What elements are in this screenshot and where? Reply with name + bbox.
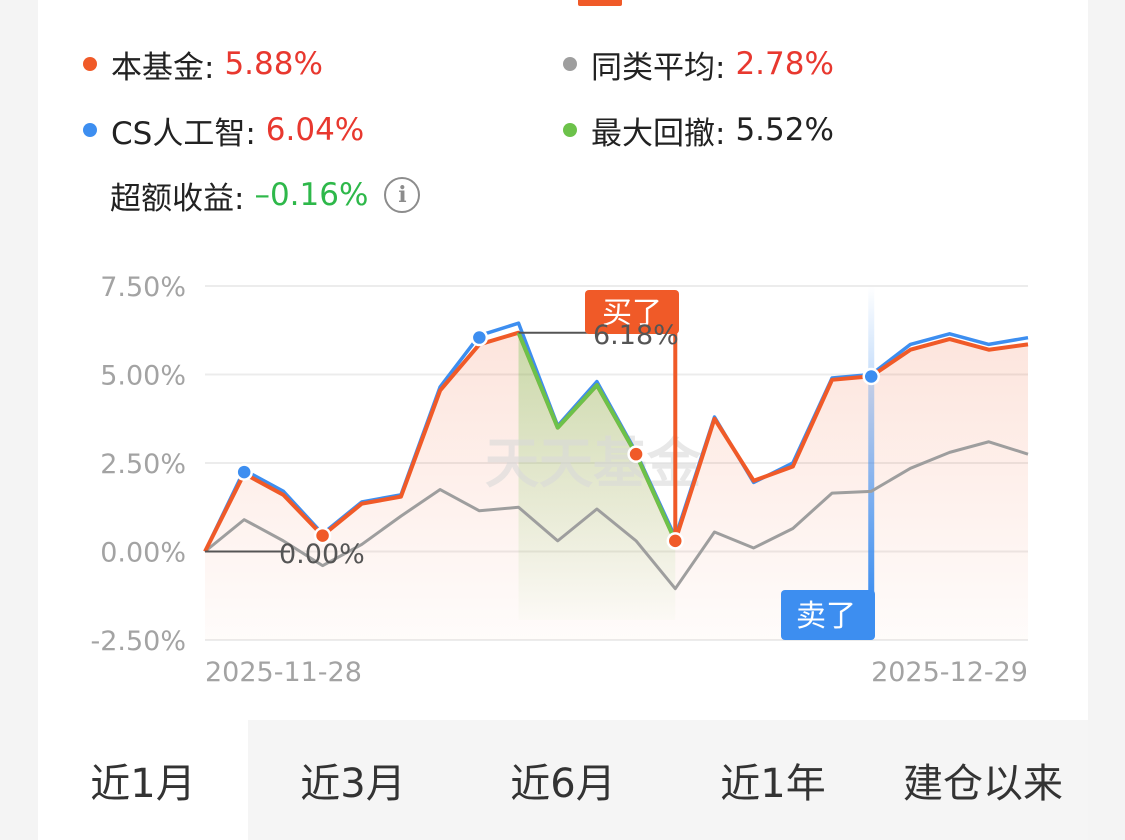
legend-peer-label: 同类平均: (591, 49, 726, 86)
legend-max-drawdown: 最大回撤: 5.52% (563, 110, 834, 152)
peak-value-label: 6.18% (593, 320, 679, 351)
y-tick-label: 7.50% (100, 272, 186, 303)
legend-fund: 本基金: 5.88% (83, 44, 323, 86)
performance-chart[interactable]: 天天基金 买了6.18%0.00%卖了 7.50% 5.00% 2.50% 0.00%… (0, 0, 1125, 720)
legend-drawdown-label: 最大回撤: (591, 115, 726, 152)
line-layer (203, 321, 1029, 591)
tab-since-inception[interactable]: 建仓以来 (878, 720, 1088, 840)
index-dot-icon (83, 123, 97, 137)
peer-average-line (204, 440, 1029, 591)
tab-1-month[interactable]: 近1月 (38, 720, 248, 840)
y-tick-label: -2.50% (90, 626, 186, 657)
y-tick-label: 0.00% (100, 538, 186, 569)
period-tabs: 近1月 近3月 近6月 近1年 建仓以来 (38, 720, 1088, 840)
legend-excess-value: –0.16% (254, 177, 369, 213)
legend-drawdown-value: 5.52% (735, 112, 834, 148)
marker-layer: 买了6.18%0.00%卖了 (205, 290, 880, 640)
buy-badge-text: 买了 (602, 296, 662, 331)
fund-dot-icon (83, 57, 97, 71)
legend-excess: 超额收益: –0.16% i (110, 175, 421, 217)
legend-index: CS人工智: 6.04% (83, 110, 365, 152)
index-trade-point (862, 367, 880, 386)
fund-trade-point (313, 526, 332, 545)
sell-badge (781, 590, 875, 640)
legend-index-label: CS人工智: (111, 115, 256, 152)
fund-trade-point (627, 445, 645, 463)
y-tick-label: 2.50% (100, 449, 186, 480)
x-end-label: 2025-12-29 (871, 657, 1028, 688)
tab-3-months[interactable]: 近3月 (248, 720, 458, 840)
legend-excess-label: 超额收益: (110, 180, 245, 217)
drawdown-area (518, 332, 676, 620)
sell-badge-text: 卖了 (796, 599, 856, 634)
legend-fund-label: 本基金: (111, 49, 215, 86)
index-trade-point (470, 328, 489, 347)
tab-1-year[interactable]: 近1年 (668, 720, 878, 840)
legend-index-value: 6.04% (265, 112, 365, 148)
index-trade-point (235, 463, 253, 481)
tab-6-months[interactable]: 近6月 (458, 720, 668, 840)
legend-fund-value: 5.88% (224, 46, 323, 82)
buy-marker-bar (673, 318, 678, 541)
fund-trade-point (666, 532, 685, 550)
top-accent-bar (578, 0, 622, 6)
legend-peer-avg: 同类平均: 2.78% (563, 44, 834, 86)
sell-marker-bar (868, 286, 875, 600)
buy-badge (585, 290, 679, 334)
drawdown-line (516, 331, 678, 542)
area-layer (205, 286, 1028, 640)
x-start-label: 2025-11-28 (205, 657, 362, 688)
y-tick-label: 5.00% (100, 361, 186, 392)
info-icon[interactable]: i (384, 177, 421, 213)
drawdown-dot-icon (563, 123, 577, 137)
axis-layer: 7.50% 5.00% 2.50% 0.00% -2.50% 2025-11-28 2025… (90, 272, 1028, 688)
watermark-text: 天天基金 (485, 431, 702, 495)
legend-peer-value: 2.78% (735, 46, 834, 82)
peer-dot-icon (563, 57, 577, 71)
